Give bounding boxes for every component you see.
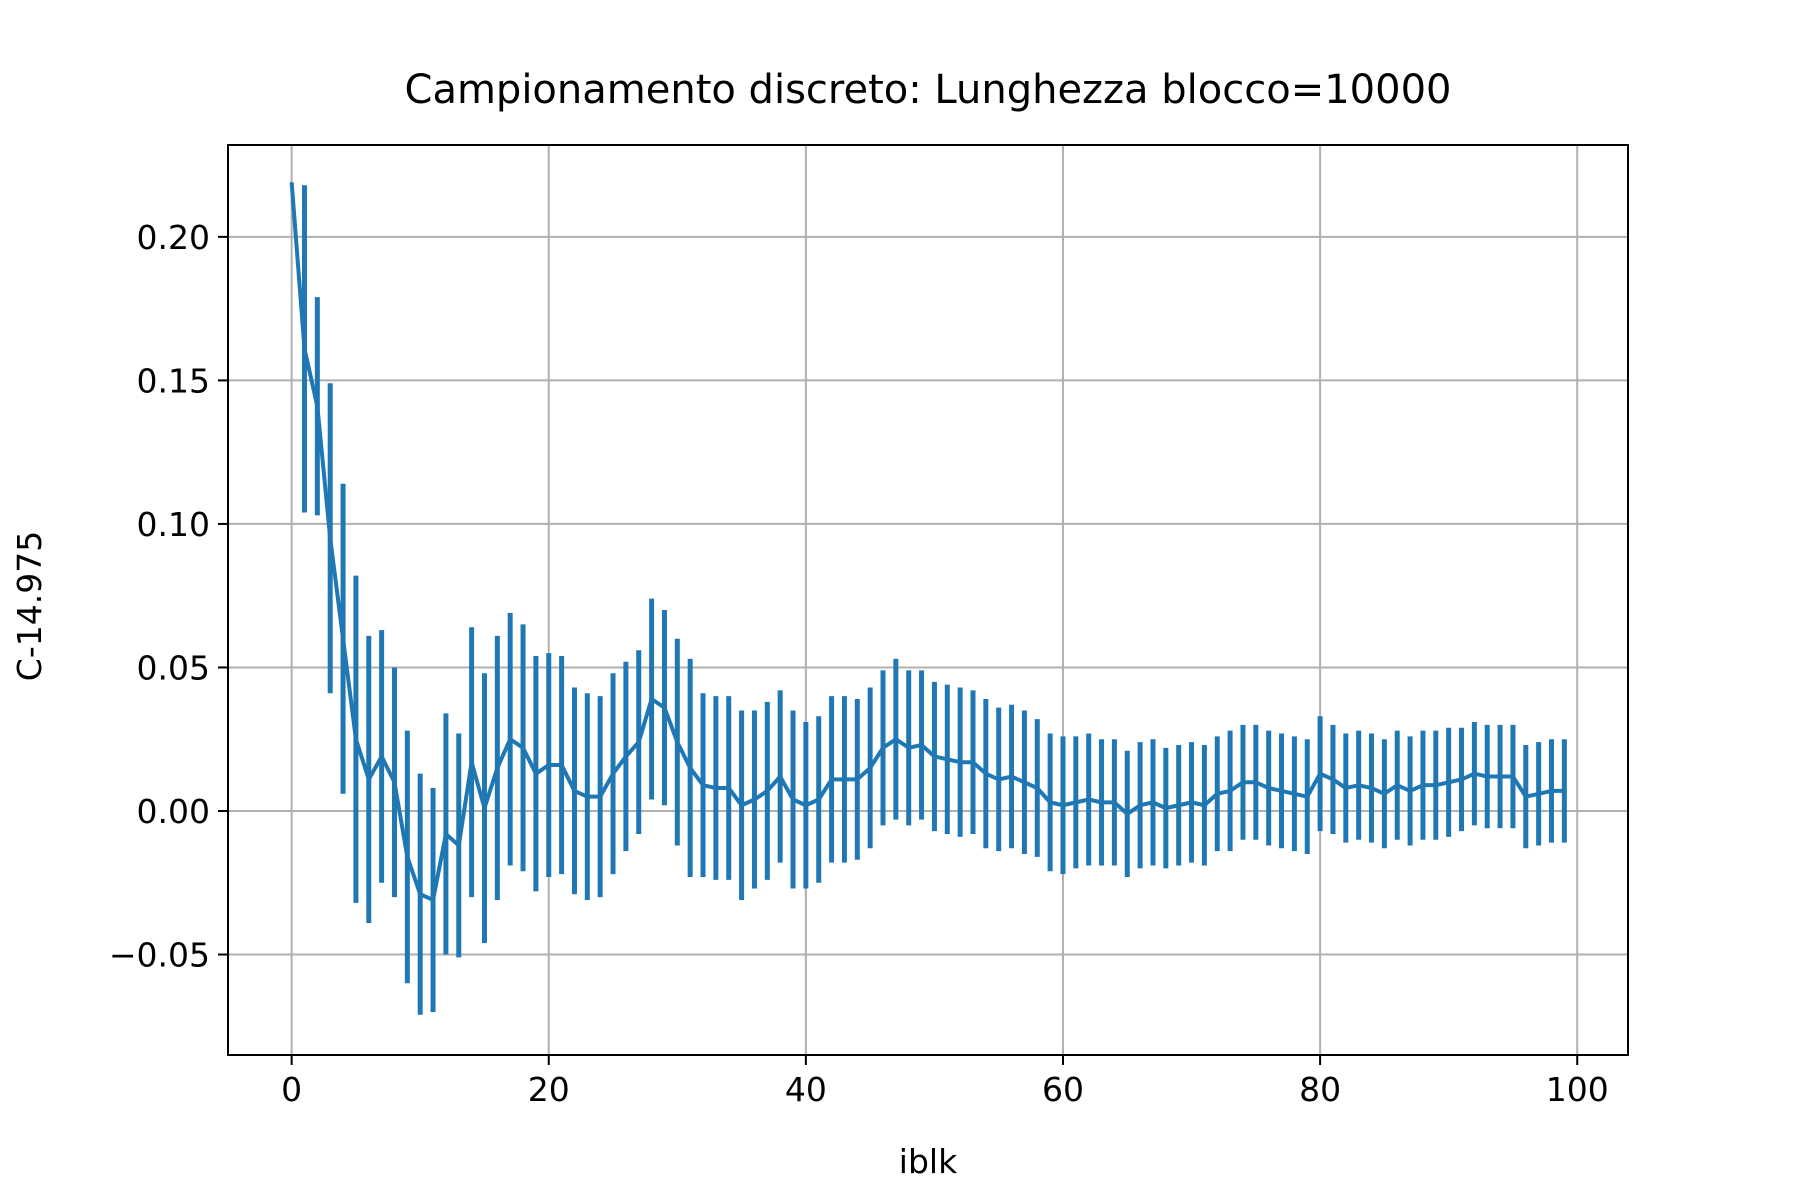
x-tick-label: 0 bbox=[281, 1070, 302, 1109]
y-tick-label: 0.15 bbox=[137, 361, 210, 400]
x-tick-label: 60 bbox=[1042, 1070, 1084, 1109]
grid bbox=[228, 145, 1628, 1055]
x-tick-label: 80 bbox=[1299, 1070, 1341, 1109]
data-line-layer bbox=[289, 182, 1565, 902]
y-tick-label: 0.05 bbox=[137, 648, 210, 687]
x-axis-label: iblk bbox=[899, 1142, 958, 1181]
x-tick-label: 100 bbox=[1546, 1070, 1609, 1109]
chart-title: Campionamento discreto: Lunghezza blocco… bbox=[405, 67, 1452, 113]
y-tick-label: −0.05 bbox=[109, 936, 210, 975]
y-axis-label: C-14.975 bbox=[10, 531, 49, 681]
x-tick-label: 20 bbox=[528, 1070, 570, 1109]
y-tick-label: 0.10 bbox=[137, 505, 210, 544]
plot-frame bbox=[227, 144, 1629, 1056]
axis-ticks: 0 20 40 60 80 100 −0.05 0.00 0.05 0.10 0.15 0.20 bbox=[109, 218, 1609, 1109]
y-tick-label: 0.00 bbox=[137, 792, 210, 831]
y-tick-label: 0.20 bbox=[137, 218, 210, 257]
series-line bbox=[289, 182, 1565, 902]
x-tick-label: 40 bbox=[785, 1070, 827, 1109]
